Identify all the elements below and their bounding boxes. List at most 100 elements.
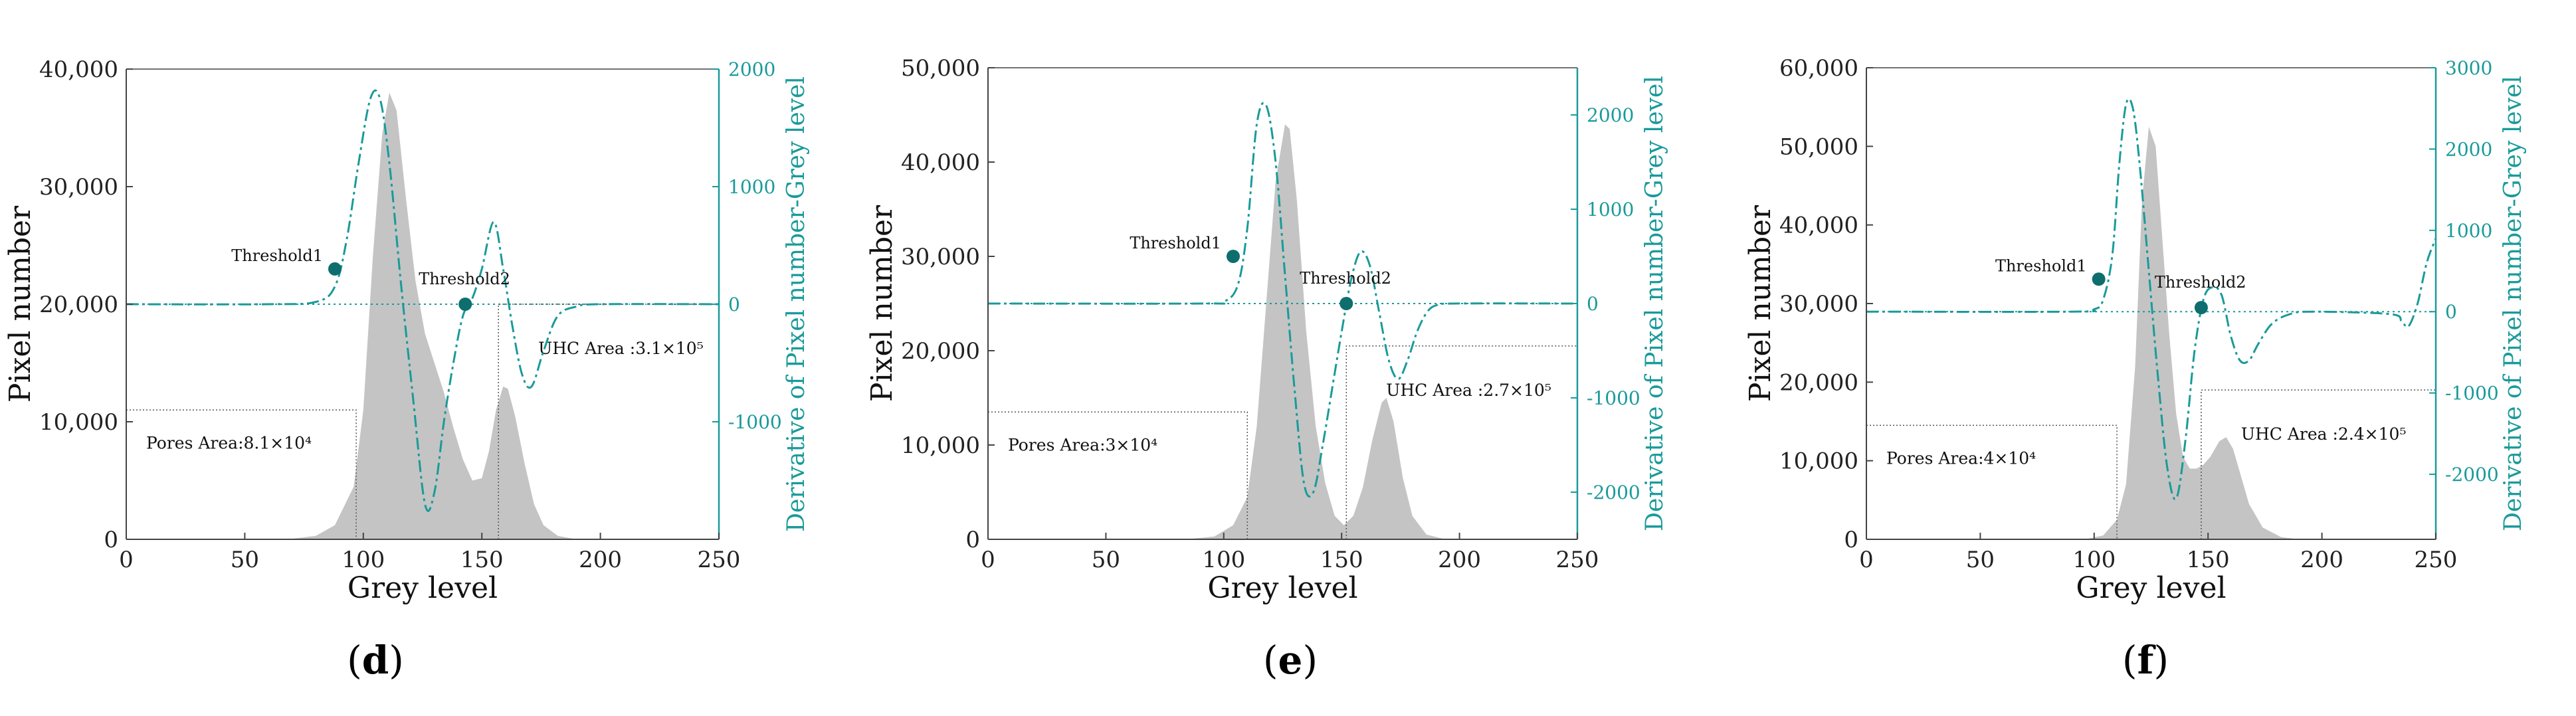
- y-axis-title: Pixel number: [3, 205, 37, 403]
- y-tick-label: 30,000: [39, 174, 118, 201]
- chart-panel-e: Pores Area:3×10⁴ UHC Area :2.7×10⁵ Thresho…: [858, 0, 1717, 716]
- threshold2-marker: [1339, 297, 1353, 310]
- threshold2-label: Threshold2: [1300, 269, 1391, 288]
- threshold1-label: Threshold1: [1995, 256, 2087, 275]
- y2-tick-label: -1000: [2445, 383, 2499, 404]
- uhc-area-bracket: [1345, 345, 1578, 539]
- y-tick-label: 50,000: [1779, 134, 1858, 160]
- histogram-area: [1186, 124, 1446, 539]
- threshold1-label: Threshold1: [1130, 234, 1221, 252]
- y2-tick-label: 2000: [1587, 104, 1634, 126]
- uhc-area-label: UHC Area :3.1×10⁵: [538, 339, 704, 358]
- pores-area-label: Pores Area:3×10⁴: [1008, 435, 1157, 454]
- y2-tick-label: 2000: [2445, 138, 2492, 160]
- histogram-area: [287, 92, 577, 539]
- x-tick-label: 250: [1556, 547, 1599, 573]
- x-tick-label: 50: [1966, 547, 1995, 573]
- y2-tick-label: 1000: [1587, 199, 1634, 221]
- y2-tick-label: -2000: [1587, 482, 1640, 503]
- uhc-area-label: UHC Area :2.4×10⁵: [2241, 424, 2407, 444]
- x-tick-label: 0: [119, 547, 134, 573]
- y2-tick-label: 2000: [728, 58, 775, 80]
- y-tick-label: 10,000: [1779, 448, 1858, 475]
- y2-tick-label: 3000: [2445, 57, 2492, 79]
- x-tick-label: 250: [698, 547, 741, 573]
- y-axis-title: Pixel number: [1743, 205, 1777, 402]
- y-tick-label: 40,000: [901, 149, 980, 176]
- y-tick-label: 0: [965, 527, 980, 553]
- x-tick-label: 0: [981, 547, 995, 573]
- pores-area-label: Pores Area:8.1×10⁴: [146, 433, 312, 452]
- y2-tick-label: -1000: [728, 411, 782, 433]
- x-axis-title: Grey level: [1207, 571, 1357, 605]
- x-tick-label: 150: [460, 547, 504, 573]
- y2-axis-title: Derivative of Pixel number-Grey level: [783, 76, 810, 532]
- y2-axis-title: Derivative of Pixel number-Grey level: [2500, 76, 2527, 531]
- x-tick-label: 100: [342, 547, 385, 573]
- threshold1-marker: [2092, 272, 2106, 286]
- y-axis-title: Pixel number: [865, 205, 899, 402]
- y-tick-label: 10,000: [39, 409, 118, 436]
- threshold1-marker: [1226, 250, 1240, 263]
- caption-letter-f: f: [2137, 638, 2154, 683]
- pores-area-bracket: [988, 411, 1248, 539]
- y-tick-label: 20,000: [39, 292, 118, 318]
- y2-tick-label: -1000: [1587, 387, 1640, 409]
- x-tick-label: 150: [1320, 547, 1363, 573]
- y-tick-label: 40,000: [1779, 213, 1858, 239]
- y2-tick-label: 0: [728, 294, 740, 315]
- chart-f: Pores Area:4×10⁴ UHC Area :2.4×10⁵ Thresho…: [1743, 55, 2527, 605]
- y-tick-label: 0: [1844, 527, 1858, 553]
- x-tick-label: 250: [2415, 547, 2458, 573]
- x-tick-label: 0: [1859, 547, 1874, 573]
- threshold2-label: Threshold2: [419, 270, 510, 288]
- caption-letter-d: d: [361, 638, 389, 683]
- chart-d: Pores Area:8.1×10⁴ UHC Area :3.1×10⁵ Thres…: [3, 56, 810, 605]
- pores-area-label: Pores Area:4×10⁴: [1886, 448, 2036, 468]
- pores-area-bracket: [126, 409, 357, 539]
- chart-panel-d: Pores Area:8.1×10⁴ UHC Area :3.1×10⁵ Thres…: [0, 0, 858, 716]
- x-tick-label: 50: [1092, 547, 1120, 573]
- chart-e: Pores Area:3×10⁴ UHC Area :2.7×10⁵ Thresho…: [865, 55, 1668, 605]
- y2-tick-label: 1000: [728, 176, 775, 198]
- y-tick-label: 0: [104, 527, 118, 553]
- threshold1-marker: [328, 262, 342, 276]
- y-tick-label: 20,000: [901, 338, 980, 365]
- derivative-curve: [126, 89, 720, 512]
- derivative-curve: [1866, 98, 2437, 501]
- y-tick-label: 40,000: [39, 56, 118, 83]
- x-tick-label: 100: [1202, 547, 1245, 573]
- derivative-curve: [987, 102, 1578, 498]
- x-tick-label: 200: [1438, 547, 1481, 573]
- y-tick-label: 30,000: [901, 244, 980, 270]
- y2-tick-label: 1000: [2445, 220, 2492, 242]
- caption-f: (f): [2122, 638, 2169, 683]
- threshold2-label: Threshold2: [2155, 273, 2246, 292]
- y2-axis-title: Derivative of Pixel number-Grey level: [1641, 76, 1668, 531]
- x-tick-label: 100: [2072, 547, 2116, 573]
- y-tick-label: 60,000: [1779, 55, 1858, 82]
- y-tick-label: 30,000: [1779, 291, 1858, 317]
- x-axis-title: Grey level: [2076, 571, 2226, 605]
- x-tick-label: 150: [2187, 547, 2230, 573]
- y-tick-label: 50,000: [901, 55, 980, 82]
- x-tick-label: 50: [231, 547, 259, 573]
- caption-e: (e): [1262, 638, 1318, 683]
- threshold1-label: Threshold1: [231, 246, 323, 265]
- y-tick-label: 20,000: [1779, 369, 1858, 396]
- uhc-area-label: UHC Area :2.7×10⁵: [1386, 381, 1551, 400]
- chart-panel-f: Pores Area:4×10⁴ UHC Area :2.4×10⁵ Thresho…: [1717, 0, 2576, 716]
- histogram-area: [2085, 126, 2300, 540]
- x-axis-title: Grey level: [347, 571, 498, 605]
- threshold2-marker: [2194, 301, 2208, 315]
- y2-tick-label: -2000: [2445, 464, 2499, 486]
- x-tick-label: 200: [2300, 547, 2343, 573]
- x-tick-label: 200: [579, 547, 622, 573]
- uhc-area-bracket: [498, 304, 720, 539]
- y2-tick-label: 0: [2445, 301, 2457, 323]
- threshold2-marker: [458, 298, 472, 311]
- y-tick-label: 10,000: [901, 432, 980, 459]
- caption-d: (d): [347, 638, 404, 683]
- caption-letter-e: e: [1278, 638, 1303, 683]
- y2-tick-label: 0: [1587, 293, 1599, 315]
